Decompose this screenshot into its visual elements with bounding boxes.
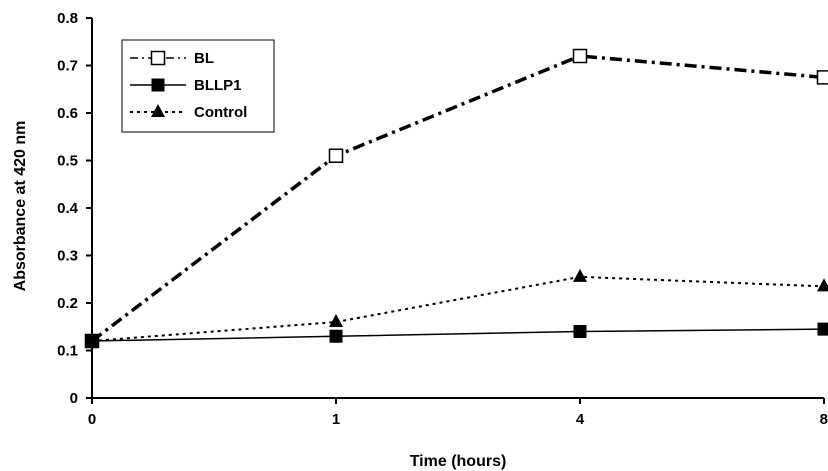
y-tick-label: 0.5 [57,153,78,170]
data-point-bllp1 [329,329,343,343]
data-point-control [817,278,828,292]
legend-marker-bl [150,50,166,66]
legend-label-control: Control [194,104,247,121]
series-line-control [91,275,825,342]
y-axis-title: Absorbance at 420 nm [12,121,29,292]
y-tick-label: 0 [70,390,78,407]
y-tick-label: 0.7 [57,58,78,75]
legend-label-bllp1: BLLP1 [194,77,242,94]
y-tick-label: 0.6 [57,105,78,122]
x-tick-label: 0 [88,411,96,428]
x-tick-label: 1 [332,411,340,428]
data-point-bllp1 [573,325,587,338]
legend-label-bl: BL [194,50,214,67]
x-axis-title: Time (hours) [410,453,507,470]
y-tick-label: 0.3 [57,248,78,265]
y-tick-label: 0.8 [57,10,78,27]
data-point-control [85,333,99,346]
data-point-bllp1 [817,322,828,336]
x-tick-label: 8 [820,411,828,428]
data-point-bl [328,148,344,163]
y-tick-label: 0.2 [57,295,78,312]
series-line-bl [90,54,825,343]
series-line-bllp1 [91,328,825,342]
data-point-control [573,268,587,282]
x-tick-label: 4 [576,411,585,428]
legend-box [121,39,275,133]
y-tick-label: 0.1 [57,343,78,360]
data-point-control [329,314,343,327]
data-point-bl [816,70,828,85]
legend-marker-bllp1 [151,78,165,92]
legend: BL BLLP1 Control [121,39,275,133]
legend-marker-control [151,104,165,117]
y-tick-label: 0.4 [57,200,79,217]
data-point-bl [572,48,588,64]
